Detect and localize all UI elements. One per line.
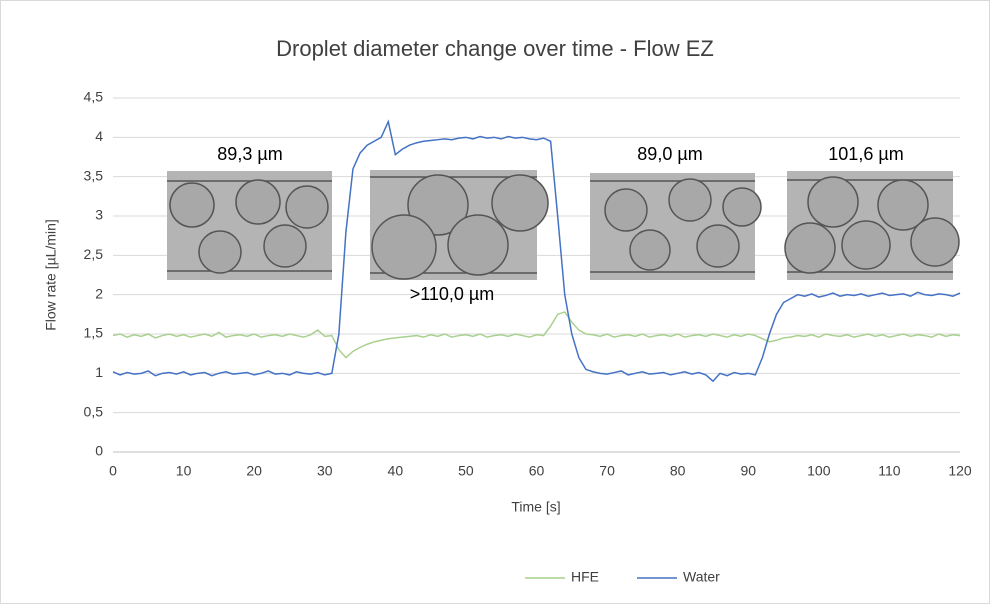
annotation: 101,6 µm [828, 144, 903, 164]
x-tick-label: 100 [807, 463, 831, 479]
y-tick-label: 0 [95, 443, 103, 459]
droplet-image [590, 173, 762, 280]
y-tick-label: 2 [95, 285, 103, 301]
x-tick-label: 30 [317, 463, 333, 479]
droplet-image [167, 171, 332, 280]
x-tick-label: 40 [388, 463, 404, 479]
x-tick-label: 80 [670, 463, 686, 479]
annotation: >110,0 µm [410, 284, 495, 304]
y-axis-label: Flow rate [µL/min] [43, 219, 59, 331]
y-tick-label: 4,5 [84, 89, 104, 105]
x-tick-label: 20 [246, 463, 262, 479]
x-tick-label: 120 [948, 463, 972, 479]
y-tick-label: 0,5 [84, 403, 104, 419]
x-tick-label: 70 [599, 463, 615, 479]
y-tick-label: 3,5 [84, 167, 104, 183]
x-tick-label: 0 [109, 463, 117, 479]
x-tick-label: 60 [529, 463, 545, 479]
droplet-images [167, 170, 960, 280]
x-axis-label: Time [s] [511, 499, 560, 515]
y-tick-label: 2,5 [84, 246, 104, 262]
y-tick-label: 1,5 [84, 325, 104, 341]
series-line [112, 119, 961, 383]
annotation: 89,0 µm [637, 144, 702, 164]
droplet-image [370, 170, 549, 280]
droplet-image [784, 171, 960, 280]
y-tick-label: 3 [95, 207, 103, 223]
x-tick-label: 50 [458, 463, 474, 479]
legend-label: Water [683, 569, 720, 585]
x-tick-label: 110 [878, 463, 901, 479]
y-tick-label: 1 [95, 364, 103, 380]
y-tick-label: 4 [95, 128, 103, 144]
x-tick-label: 90 [740, 463, 756, 479]
chart-title: Droplet diameter change over time - Flow… [276, 36, 714, 61]
x-tick-label: 10 [176, 463, 192, 479]
series-line [112, 311, 961, 359]
legend-label: HFE [571, 569, 599, 585]
annotation: 89,3 µm [217, 144, 282, 164]
